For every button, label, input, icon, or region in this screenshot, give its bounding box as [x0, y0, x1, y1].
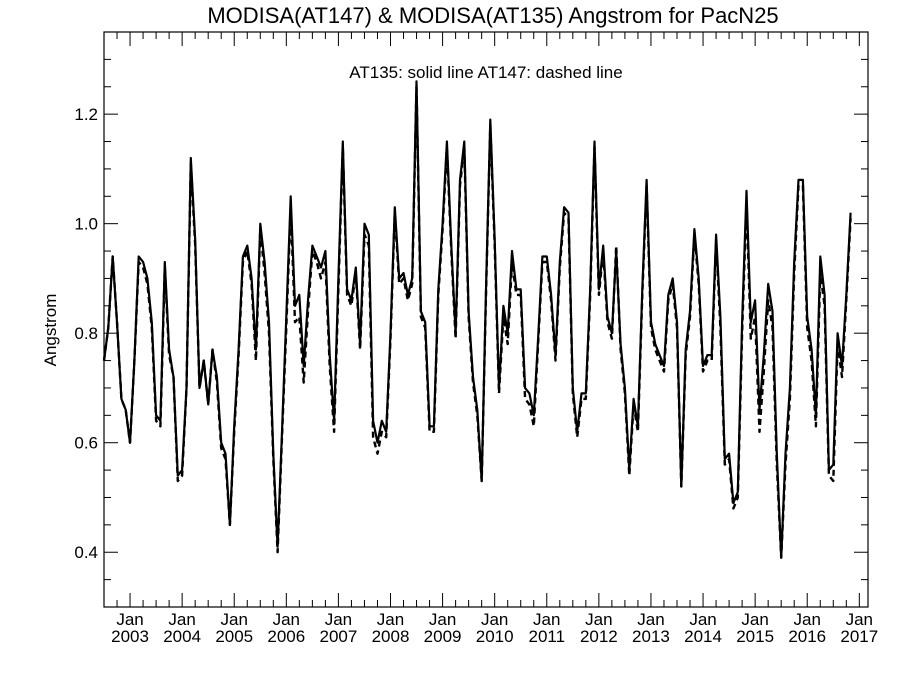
x-tick-year-label: 2010: [476, 627, 514, 646]
x-tick-year-label: 2016: [788, 627, 826, 646]
x-tick-year-label: 2014: [684, 627, 722, 646]
x-tick-year-label: 2005: [215, 627, 253, 646]
y-axis-ticks: 0.4 0.6 0.8 1.0 1.2: [74, 58, 868, 581]
x-tick-month-label: Jan: [168, 610, 195, 629]
x-tick-month-label: Jan: [585, 610, 612, 629]
x-tick-year-label: 2009: [424, 627, 462, 646]
x-tick-month-label: Jan: [689, 610, 716, 629]
x-tick-year-label: 2012: [580, 627, 618, 646]
x-tick-year-label: 2017: [840, 627, 878, 646]
series-layer: [102, 80, 852, 559]
x-tick-month-label: Jan: [273, 610, 300, 629]
x-tick-year-label: 2011: [528, 627, 565, 646]
x-tick-month-label: Jan: [221, 610, 248, 629]
y-tick-label: 1.2: [74, 105, 98, 124]
y-tick-label: 0.6: [74, 434, 98, 453]
x-tick-year-label: 2003: [111, 627, 149, 646]
plot-frame: [103, 31, 869, 608]
x-tick-year-label: 2006: [267, 627, 305, 646]
x-tick-month-label: Jan: [794, 610, 821, 629]
x-tick-month-label: Jan: [846, 610, 873, 629]
x-tick-year-label: 2007: [319, 627, 357, 646]
x-axis-ticks: Jan2003Jan2004Jan2005Jan2006Jan2007Jan20…: [103, 32, 878, 646]
x-tick-month-label: Jan: [325, 610, 352, 629]
series-line-at135: [102, 80, 852, 559]
x-tick-month-label: Jan: [637, 610, 664, 629]
x-tick-month-label: Jan: [533, 610, 560, 629]
y-tick-label: 0.4: [74, 543, 98, 562]
x-tick-year-label: 2013: [632, 627, 670, 646]
x-tick-month-label: Jan: [741, 610, 768, 629]
x-tick-month-label: Jan: [429, 610, 456, 629]
x-tick-month-label: Jan: [377, 610, 404, 629]
x-tick-month-label: Jan: [481, 610, 508, 629]
y-axis-label: Angstrom: [41, 294, 60, 367]
y-tick-label: 0.8: [74, 324, 98, 343]
line-style-annotation: AT135: solid line AT147: dashed line: [349, 63, 622, 82]
chart-title: MODISA(AT147) & MODISA(AT135) Angstrom f…: [207, 3, 778, 28]
x-tick-year-label: 2008: [372, 627, 410, 646]
x-tick-year-label: 2015: [736, 627, 774, 646]
x-tick-month-label: Jan: [116, 610, 143, 629]
x-tick-year-label: 2004: [163, 627, 201, 646]
y-tick-label: 1.0: [74, 215, 98, 234]
